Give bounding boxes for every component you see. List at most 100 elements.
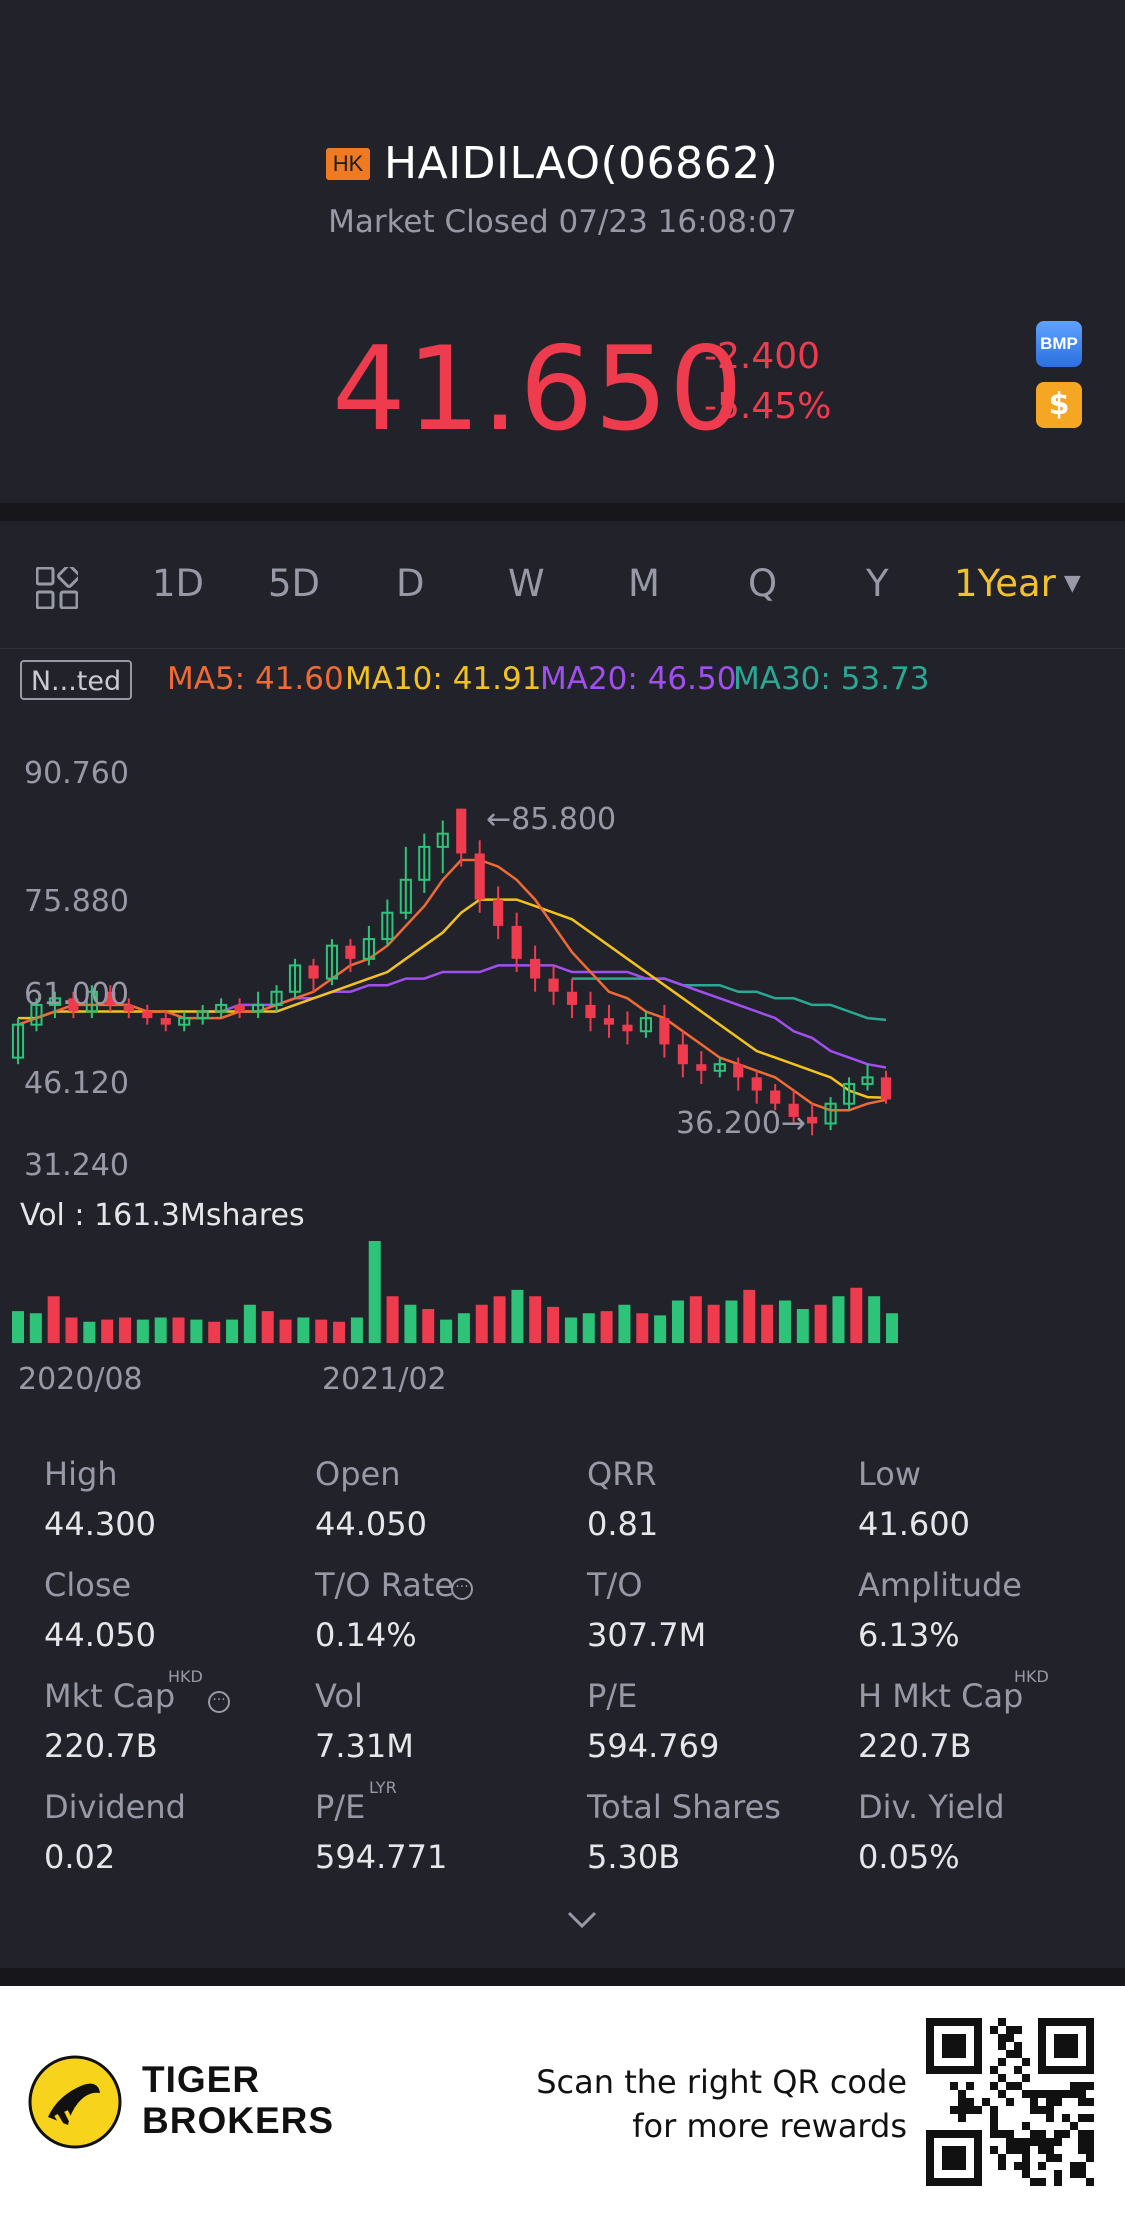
y-tick-label: 46.120	[24, 1066, 129, 1101]
volume-bar	[671, 1300, 684, 1343]
grid-layout-icon[interactable]	[36, 567, 78, 609]
candle	[566, 978, 578, 1019]
high-marker: ←85.800	[486, 802, 617, 837]
candle	[530, 945, 541, 992]
volume-bar	[12, 1311, 24, 1343]
stat-label: QRR	[587, 1455, 657, 1493]
volume-bar	[208, 1321, 221, 1343]
candle	[105, 985, 116, 1012]
stock-title[interactable]: HAIDILAO(06862)	[384, 138, 779, 189]
candle	[639, 1011, 652, 1038]
volume-bar	[350, 1317, 363, 1343]
candle	[788, 1090, 799, 1124]
candle	[585, 991, 596, 1032]
candle	[234, 998, 245, 1019]
market-status: Market Closed 07/23 16:08:07	[328, 204, 797, 240]
candle	[252, 991, 265, 1019]
tab-1d[interactable]: 1D	[152, 562, 205, 605]
y-tick-label: 75.880	[24, 884, 129, 919]
candle	[345, 939, 356, 972]
volume-bar	[725, 1300, 738, 1343]
volume-bar	[582, 1313, 595, 1343]
candle	[68, 991, 79, 1019]
ma20-value: MA20: 46.50	[540, 661, 737, 697]
candle	[824, 1097, 837, 1131]
divider	[0, 503, 1125, 521]
candle	[178, 1011, 191, 1032]
ma20-line	[202, 964, 887, 1069]
candle	[751, 1070, 762, 1104]
candle	[362, 925, 375, 966]
info-icon[interactable]: ···	[451, 1578, 473, 1600]
stat-label: T/O Rate	[315, 1566, 455, 1604]
candle	[270, 985, 283, 1012]
volume-bar	[119, 1317, 132, 1343]
candle	[733, 1057, 744, 1091]
volume-bar	[564, 1317, 577, 1343]
stat-value: 6.13%	[858, 1616, 960, 1654]
candle	[861, 1064, 874, 1091]
volume-bar	[136, 1319, 149, 1343]
candle	[418, 833, 431, 893]
dollar-coin-icon[interactable]: $	[1036, 382, 1082, 428]
volume-bar	[368, 1241, 381, 1343]
volume-bar	[457, 1313, 470, 1343]
volume-bar	[529, 1296, 542, 1343]
stat-value: 220.7B	[858, 1727, 972, 1765]
info-icon[interactable]: ···	[208, 1691, 230, 1713]
volume-bar	[547, 1306, 560, 1343]
volume-bar	[154, 1317, 167, 1343]
candle	[842, 1077, 856, 1111]
tab-1year[interactable]: 1Year ▼	[954, 562, 1081, 605]
ma10-line	[18, 898, 887, 1100]
stat-label: Low	[858, 1455, 922, 1493]
market-badge: HK	[326, 148, 370, 180]
volume-bar	[493, 1296, 506, 1343]
ma5-value: MA5: 41.60	[167, 661, 344, 697]
tab-w[interactable]: W	[508, 562, 545, 605]
tab-q[interactable]: Q	[748, 562, 778, 605]
tab-5d[interactable]: 5D	[268, 562, 321, 605]
price-chart[interactable]	[0, 720, 1125, 1400]
stat-label: Mkt Cap	[44, 1677, 176, 1715]
candle	[677, 1031, 688, 1078]
chevron-down-icon[interactable]	[566, 1910, 598, 1930]
candle	[123, 998, 134, 1019]
qr-code-icon[interactable]	[926, 2018, 1094, 2186]
stat-value: 5.30B	[587, 1838, 681, 1876]
candle	[436, 820, 449, 874]
stat-value: 594.769	[587, 1727, 720, 1765]
candle	[11, 1018, 25, 1065]
volume-bar	[47, 1296, 60, 1343]
stat-label: P/E	[315, 1788, 366, 1826]
volume-bar	[101, 1319, 114, 1343]
y-tick-label: 31.240	[24, 1148, 129, 1183]
price-change-pct: -5.45%	[704, 386, 832, 427]
ma30-value: MA30: 53.73	[733, 661, 930, 697]
scan-text-line2: for more rewards	[632, 2107, 907, 2145]
candle	[807, 1103, 818, 1136]
y-tick-label: 90.760	[24, 756, 129, 791]
scan-text-line1: Scan the right QR code	[536, 2063, 907, 2101]
volume-label: Vol : 161.3Mshares	[20, 1198, 305, 1233]
stat-label: P/E	[587, 1677, 638, 1715]
candle	[308, 958, 319, 992]
stat-value: 594.771	[315, 1838, 448, 1876]
tab-d[interactable]: D	[396, 562, 425, 605]
tab-m[interactable]: M	[628, 562, 660, 605]
volume-bar	[778, 1300, 791, 1343]
x-tick-label: 2020/08	[18, 1362, 143, 1397]
volume-bar	[83, 1321, 96, 1343]
volume-bar	[243, 1304, 256, 1343]
indicator-mode-button[interactable]: N...ted	[20, 660, 132, 700]
low-marker: 36.200→	[676, 1106, 807, 1141]
candle	[85, 985, 98, 1019]
candle	[713, 1057, 726, 1078]
volume-bar	[868, 1296, 881, 1343]
price-change: -2.400	[704, 336, 821, 377]
tab-y[interactable]: Y	[866, 562, 889, 605]
bmp-icon[interactable]: BMP	[1036, 321, 1082, 367]
candle	[880, 1070, 892, 1104]
candle	[622, 1011, 633, 1045]
stat-value: 7.31M	[315, 1727, 414, 1765]
